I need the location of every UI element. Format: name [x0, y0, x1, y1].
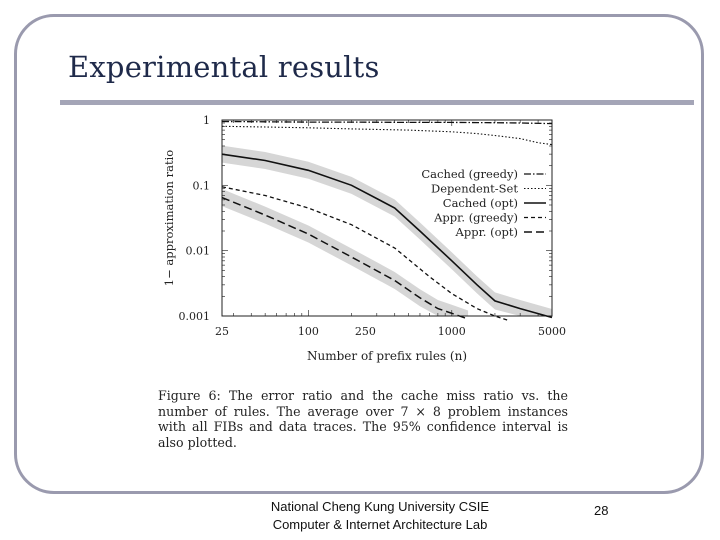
y-tick-label: 0.01 — [186, 245, 211, 258]
series-line-5 — [221, 196, 469, 320]
x-tick-label: 100 — [298, 325, 319, 338]
legend-label: Appr. (greedy) — [433, 211, 518, 225]
legend-label: Cached (opt) — [443, 196, 518, 210]
x-tick-label: 250 — [355, 325, 376, 338]
legend-label: Appr. (opt) — [455, 225, 518, 239]
y-axis-label: 1− approximation ratio — [162, 150, 176, 286]
series-line-3 — [221, 153, 553, 319]
series-line-4 — [221, 186, 510, 322]
title-divider — [60, 100, 694, 105]
confidence-band-3 — [222, 145, 552, 316]
slide-frame — [14, 14, 704, 494]
y-tick-label: 0.001 — [179, 310, 211, 323]
series-line-1 — [221, 120, 553, 125]
legend-label: Cached (greedy) — [421, 167, 518, 181]
x-tick-label: 5000 — [538, 325, 566, 338]
confidence-band-5 — [222, 189, 469, 316]
footer-line-2: Computer & Internet Architecture Lab — [272, 517, 488, 532]
y-tick-label: 1 — [203, 114, 210, 127]
slide-title: Experimental results — [68, 50, 380, 84]
plot-frame — [221, 119, 553, 317]
footer-line-1: National Cheng Kung University CSIE — [270, 499, 490, 514]
series-line-2 — [221, 125, 553, 146]
page-number: 28 — [594, 503, 609, 518]
figure-caption: Figure 6: The error ratio and the cache … — [158, 388, 568, 450]
error-ratio-chart: 0.001 0.01 0.1 1 25 100 250 1000 5000 Number of p… — [162, 114, 566, 363]
x-tick-label: 25 — [215, 325, 229, 338]
x-axis-label: Number of prefix rules (n) — [307, 349, 467, 363]
y-tick-label: 0.1 — [193, 179, 211, 192]
footer: National Cheng Kung University CSIE Comp… — [230, 498, 530, 534]
legend-label: Dependent-Set — [431, 182, 518, 196]
x-tick-label: 1000 — [438, 325, 466, 338]
